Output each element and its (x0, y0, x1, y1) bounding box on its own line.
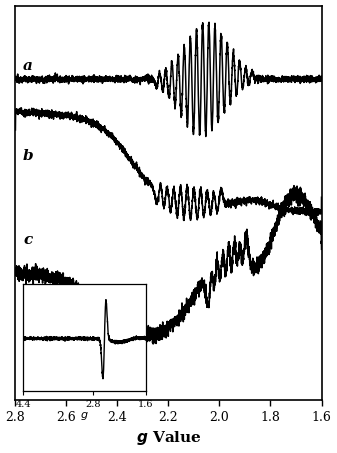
X-axis label: $\bfit{g}$ Value: $\bfit{g}$ Value (135, 429, 202, 448)
Text: a: a (23, 59, 33, 73)
Text: c: c (23, 233, 32, 247)
Text: b: b (23, 149, 34, 163)
